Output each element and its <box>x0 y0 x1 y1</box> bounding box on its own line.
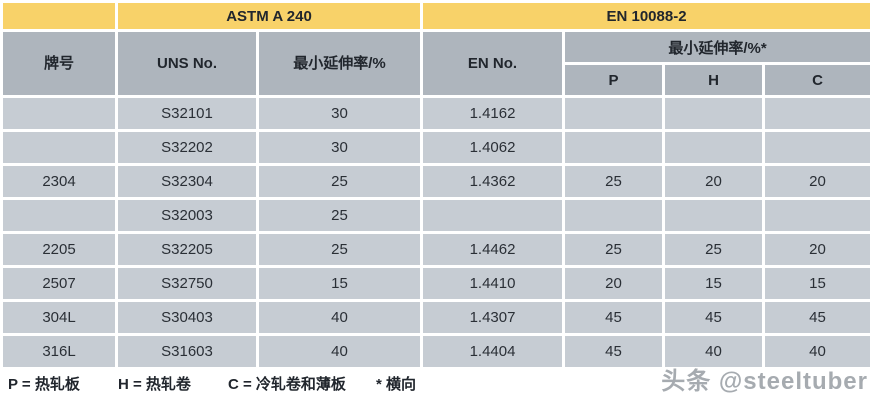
cell-c: 15 <box>765 268 871 299</box>
cell-uns: S32304 <box>118 166 256 197</box>
table-row: 2507 S32750 15 1.4410 20 15 15 <box>3 268 871 299</box>
cell-h: 20 <box>665 166 763 197</box>
cell-p: 25 <box>565 234 663 265</box>
sub-header-row: P H C <box>3 65 871 95</box>
footnotes: P = 热轧板 H = 热轧卷 C = 冷轧卷和薄板 * 横向 <box>0 371 873 395</box>
cell-en-no: 1.4404 <box>423 336 563 367</box>
cell-en-no: 1.4462 <box>423 234 563 265</box>
header-row: 牌号 UNS No. 最小延伸率/% EN No. 最小延伸率/%* <box>3 32 871 95</box>
header-elongation-en: 最小延伸率/%* <box>565 32 871 62</box>
cell-grade <box>3 132 115 163</box>
sub-header-h: H <box>665 65 763 95</box>
cell-c: 40 <box>765 336 871 367</box>
cell-elongation: 25 <box>259 234 421 265</box>
watermark-steeltuber: 头条 @steeltuber <box>661 368 868 395</box>
footnote-h: H = 热轧卷 <box>118 376 191 393</box>
cell-elongation: 25 <box>259 200 421 231</box>
cell-uns: S32003 <box>118 200 256 231</box>
cell-uns: S32205 <box>118 234 256 265</box>
cell-h <box>665 98 763 129</box>
cell-p <box>565 132 663 163</box>
header-grade: 牌号 <box>3 32 115 95</box>
sub-header-c: C <box>765 65 871 95</box>
cell-c: 45 <box>765 302 871 333</box>
sub-header-p: P <box>565 65 663 95</box>
cell-p: 45 <box>565 302 663 333</box>
cell-grade: 2304 <box>3 166 115 197</box>
footnote-transverse: * 横向 <box>376 376 417 393</box>
cell-uns: S30403 <box>118 302 256 333</box>
header-en-no: EN No. <box>423 32 563 95</box>
cell-elongation: 25 <box>259 166 421 197</box>
cell-grade <box>3 98 115 129</box>
cell-grade: 316L <box>3 336 115 367</box>
footnote-c: C = 冷轧卷和薄板 <box>228 376 346 393</box>
table-row: S32202 30 1.4062 <box>3 132 871 163</box>
cell-c: 20 <box>765 166 871 197</box>
cell-elongation: 30 <box>259 98 421 129</box>
cell-grade <box>3 200 115 231</box>
cell-h: 25 <box>665 234 763 265</box>
table-row: 2205 S32205 25 1.4462 25 25 20 <box>3 234 871 265</box>
cell-p: 25 <box>565 166 663 197</box>
cell-en-no: 1.4162 <box>423 98 563 129</box>
cell-p: 45 <box>565 336 663 367</box>
cell-grade: 304L <box>3 302 115 333</box>
cell-p: 20 <box>565 268 663 299</box>
cell-h <box>665 132 763 163</box>
cell-h <box>665 200 763 231</box>
table-row: S32101 30 1.4162 <box>3 98 871 129</box>
cell-en-no <box>423 200 563 231</box>
table-row: 316L S31603 40 1.4404 45 40 40 <box>3 336 871 367</box>
cell-h: 15 <box>665 268 763 299</box>
cell-c <box>765 98 871 129</box>
cell-en-no: 1.4062 <box>423 132 563 163</box>
cell-uns: S32101 <box>118 98 256 129</box>
cell-c: 20 <box>765 234 871 265</box>
table-row: S32003 25 <box>3 200 871 231</box>
cell-uns: S31603 <box>118 336 256 367</box>
cell-elongation: 40 <box>259 302 421 333</box>
cell-c <box>765 200 871 231</box>
band-row: ASTM A 240 EN 10088-2 <box>3 3 871 29</box>
cell-h: 40 <box>665 336 763 367</box>
header-uns-no: UNS No. <box>118 32 256 95</box>
cell-elongation: 30 <box>259 132 421 163</box>
cell-p <box>565 200 663 231</box>
footnote-p: P = 热轧板 <box>8 376 80 393</box>
cell-en-no: 1.4362 <box>423 166 563 197</box>
cell-c <box>765 132 871 163</box>
cell-grade: 2205 <box>3 234 115 265</box>
cell-p <box>565 98 663 129</box>
cell-elongation: 15 <box>259 268 421 299</box>
band-corner-cell <box>3 3 115 29</box>
cell-uns: S32202 <box>118 132 256 163</box>
cell-grade: 2507 <box>3 268 115 299</box>
cell-h: 45 <box>665 302 763 333</box>
band-en-header: EN 10088-2 <box>423 3 871 29</box>
band-astm-header: ASTM A 240 <box>118 3 421 29</box>
cell-en-no: 1.4410 <box>423 268 563 299</box>
cell-elongation: 40 <box>259 336 421 367</box>
table-row: 2304 S32304 25 1.4362 25 20 20 <box>3 166 871 197</box>
cell-uns: S32750 <box>118 268 256 299</box>
table-row: 304L S30403 40 1.4307 45 45 45 <box>3 302 871 333</box>
standards-comparison-table: ASTM A 240 EN 10088-2 牌号 UNS No. 最小延伸率/%… <box>3 3 871 367</box>
header-elongation-astm: 最小延伸率/% <box>259 32 421 95</box>
cell-en-no: 1.4307 <box>423 302 563 333</box>
